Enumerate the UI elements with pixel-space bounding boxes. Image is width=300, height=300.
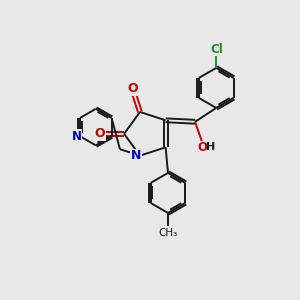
Text: O: O [94, 127, 105, 140]
Text: H: H [206, 142, 215, 152]
Text: N: N [131, 149, 141, 162]
Text: O: O [127, 82, 138, 95]
Text: N: N [71, 130, 81, 143]
Text: O: O [197, 141, 207, 154]
Text: Cl: Cl [210, 43, 223, 56]
Text: CH₃: CH₃ [158, 228, 178, 238]
